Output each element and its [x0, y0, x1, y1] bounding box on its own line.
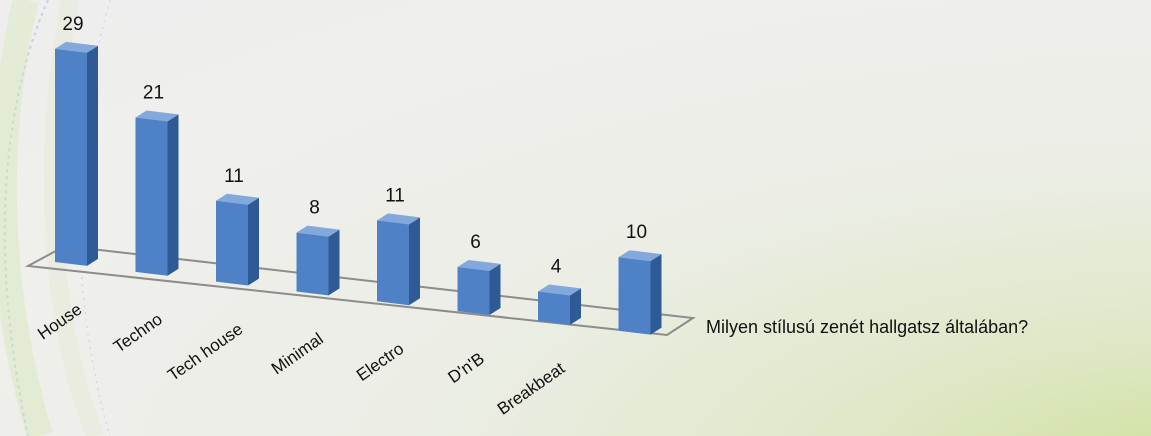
bar-4 — [296, 225, 340, 296]
bar-top-face — [538, 284, 581, 296]
bar-top-face — [135, 110, 179, 122]
chart-floor — [24, 244, 696, 337]
value-labels-group: 29 21 11 8 11 6 4 10 — [62, 14, 647, 278]
bar-front-face — [296, 232, 329, 296]
value-label: 11 — [385, 185, 405, 206]
bar-side-face — [87, 45, 98, 266]
category-label: Minimal — [268, 329, 327, 378]
value-label: 4 — [551, 257, 562, 278]
category-label: House — [34, 300, 85, 344]
bar-6 — [457, 260, 501, 316]
bar-front-face — [618, 257, 651, 335]
value-label: 21 — [143, 82, 164, 103]
bar-top-face — [618, 250, 662, 262]
bar-top-face — [296, 225, 340, 237]
bar-side-face — [409, 217, 420, 306]
bar-front-face — [377, 220, 409, 306]
bar-top-face — [216, 193, 259, 205]
bar-2 — [135, 110, 179, 276]
bar-top-face — [377, 213, 420, 225]
bars-group — [55, 41, 662, 335]
bar-top-face — [55, 41, 98, 53]
category-label: D'n'B — [444, 349, 487, 387]
bar-top-face — [457, 260, 501, 271]
x-axis-title: Milyen stílusú zenét hallgatsz általában… — [706, 317, 1028, 337]
bar-3 — [216, 193, 259, 286]
value-label: 29 — [62, 14, 83, 35]
bar-7 — [538, 284, 581, 325]
bar-side-face — [570, 288, 581, 325]
bar-side-face — [248, 197, 259, 286]
bar-side-face — [489, 263, 501, 316]
bar-front-face — [135, 117, 168, 276]
bar-front-face — [457, 267, 490, 316]
category-label: Techno — [110, 310, 166, 357]
bar-front-face — [216, 200, 248, 286]
bar-1 — [55, 41, 98, 266]
value-label: 8 — [309, 198, 320, 219]
bar-front-face — [538, 291, 570, 325]
value-label: 6 — [470, 232, 481, 253]
bar-side-face — [650, 254, 662, 335]
bar-8 — [618, 250, 662, 335]
value-label: 10 — [626, 222, 647, 243]
category-label: Electro — [353, 339, 407, 385]
bar-5 — [377, 213, 420, 306]
bar-side-face — [167, 114, 179, 276]
category-label: Breakbeat — [494, 358, 569, 418]
bar-front-face — [55, 48, 87, 266]
category-label: Tech house — [164, 319, 246, 384]
bar-side-face — [328, 229, 340, 296]
value-label: 11 — [224, 166, 244, 187]
